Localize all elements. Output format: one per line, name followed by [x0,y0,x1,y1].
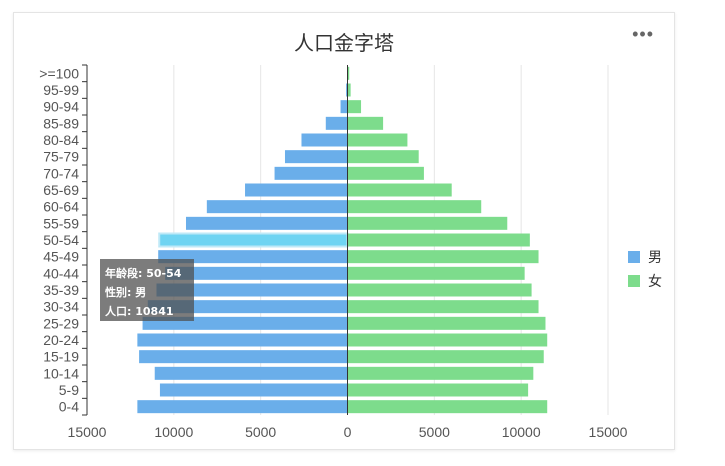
y-tick-label: 60-64 [43,199,79,215]
tooltip-age-group: 年龄段: 50-54 [105,267,182,280]
legend-label-male: 男 [648,250,662,266]
bar-male-95-99[interactable] [346,83,348,97]
bar-male-50-54[interactable] [158,232,349,248]
y-tick-label: 70-74 [43,165,79,181]
y-tick-label: 5-9 [59,382,79,398]
y-tick-label: 35-39 [43,282,79,298]
y-tick-label: 15-19 [43,349,79,365]
y-tick-label: 40-44 [43,265,79,281]
legend-swatch-female [628,275,640,287]
x-tick-label: 5000 [245,424,276,440]
bar-male-5-9[interactable] [159,383,348,397]
x-tick-label: 0 [344,424,352,440]
bar-male-55-59[interactable] [185,216,348,230]
y-tick-label: 50-54 [43,232,79,248]
bar-male-85-89[interactable] [325,116,348,130]
bar-female-40-44[interactable] [347,266,525,280]
bar-male-75-79[interactable] [284,150,348,164]
bar-female-0-4[interactable] [347,400,548,414]
bar-male-90-94[interactable] [340,100,348,114]
bar-female-95-99[interactable] [347,83,351,97]
y-tick-label: 10-14 [43,365,79,381]
bar-female-60-64[interactable] [347,200,482,214]
y-tick-label: 25-29 [43,315,79,331]
legend-swatch-male [628,251,640,263]
y-tick-label: 65-69 [43,182,79,198]
y-tick-label: 55-59 [43,215,79,231]
more-options-icon[interactable]: ••• [632,24,654,44]
bar-female-65-69[interactable] [347,183,452,197]
bar-female-5-9[interactable] [347,383,529,397]
x-tick-label: 10000 [154,424,193,440]
bar-female-10-14[interactable] [347,366,534,380]
tooltip: 年龄段: 50-54 性别: 男 人口: 10841 [100,259,194,321]
bar-male-70-74[interactable] [274,166,348,180]
bar-male-15-19[interactable] [139,350,348,364]
bar-male-80-84[interactable] [301,133,348,147]
bar-female-85-89[interactable] [347,116,384,130]
y-tick-label: 90-94 [43,99,79,115]
bar-female-70-74[interactable] [347,166,424,180]
y-tick-label: >=100 [39,65,79,81]
y-tick-label: 20-24 [43,332,79,348]
legend-item-female[interactable]: 女 [628,269,662,293]
bar-female-55-59[interactable] [347,216,508,230]
chart-card: 人口金字塔 ••• 0-4 5-9 10-14 15-19 20-24 25-29 30-3… [13,12,675,450]
chart-title: 人口金字塔 [294,31,394,55]
bar-male-60-64[interactable] [206,200,348,214]
bar-female-35-39[interactable] [347,283,532,297]
bar-female-90-94[interactable] [347,100,362,114]
population-pyramid-chart: 0-45-910-1415-1920-2425-2930-3435-3940-4… [39,64,628,440]
x-tick-label: 10000 [502,424,541,440]
bar-male-30-34[interactable] [147,300,348,314]
x-tick-label: 15000 [68,424,107,440]
bar-female-80-84[interactable] [347,133,408,147]
y-tick-label: 30-34 [43,299,79,315]
bar-female-25-29[interactable] [347,316,546,330]
y-tick-label: 80-84 [43,132,79,148]
legend-label-female: 女 [648,274,662,290]
bar-male-10-14[interactable] [154,366,348,380]
bar-female-50-54[interactable] [347,233,530,247]
bar-male-40-44[interactable] [165,266,348,280]
y-tick-label: 95-99 [43,82,79,98]
y-tick-label: 85-89 [43,115,79,131]
bar-male-65-69[interactable] [245,183,348,197]
bar-male-20-24[interactable] [137,333,348,347]
bar-male-0-4[interactable] [137,400,348,414]
tooltip-population: 人口: 10841 [105,305,174,318]
bar-male-45-49[interactable] [158,250,348,264]
bar-female-45-49[interactable] [347,250,539,264]
x-tick-label: 15000 [589,424,628,440]
bar-female-20-24[interactable] [347,333,548,347]
y-tick-label: 0-4 [59,399,79,415]
legend: 男 女 [628,245,662,293]
bar-female->=100[interactable] [347,66,350,80]
y-tick-label: 45-49 [43,249,79,265]
y-tick-label: 75-79 [43,149,79,165]
bar-female-30-34[interactable] [347,300,539,314]
x-tick-label: 5000 [419,424,450,440]
tooltip-gender: 性别: 男 [105,286,147,299]
legend-item-male[interactable]: 男 [628,245,662,269]
bar-male-35-39[interactable] [156,283,348,297]
bar-female-75-79[interactable] [347,150,419,164]
bar-female-15-19[interactable] [347,350,544,364]
